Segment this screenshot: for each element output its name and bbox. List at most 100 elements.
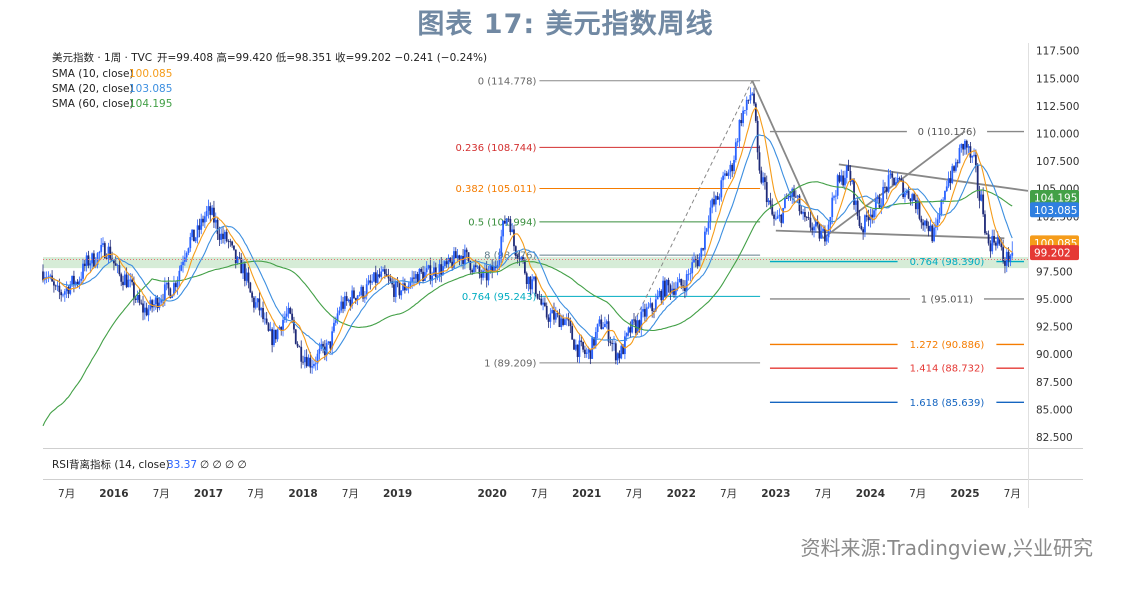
candle-body [838,175,841,182]
candle-body [482,270,484,278]
candle-body [345,296,348,301]
candle-body [503,220,506,224]
candle-body [356,295,359,301]
candle-body [507,218,510,220]
candle-body [584,349,586,354]
candle-body [587,349,590,353]
x-tick-label: 2018 [288,488,317,500]
candle-body [614,343,617,361]
candle-body [107,246,110,259]
candle-body [254,302,257,308]
candle-body [876,197,879,199]
fib-left-label: 0.236 (108.744) [455,143,536,154]
candle-body [536,293,539,299]
candle-body [891,173,894,178]
candle-body [958,147,961,164]
candle-body [722,175,725,181]
candle-body [351,290,354,306]
candle-body [103,243,106,259]
candle-body [716,196,719,200]
candle-body [269,329,272,331]
candle-body [849,170,852,182]
candle-body [896,178,899,183]
candle-body [371,281,374,283]
candle-body [431,275,434,281]
candle-body [243,263,246,281]
candle-body [398,282,401,296]
fib-left-label: 0.382 (105.011) [455,184,536,195]
candle-body [238,257,241,259]
y-tick-label: 90.000 [1036,349,1073,361]
candle-body [160,299,163,303]
candle-body [625,332,628,337]
candle-body [814,222,817,227]
candle-body [474,265,477,267]
candle-body [200,218,203,230]
candle-body [709,207,712,223]
candle-body [276,329,279,340]
legend-sma20-value: 103.085 [129,83,172,95]
candle-body [440,264,443,275]
candle-body [169,288,172,299]
candle-body [793,188,795,197]
candle-body [293,319,295,330]
candle-body [278,326,281,330]
candle-body [223,231,226,239]
candle-body [353,290,355,299]
candle-body [354,298,357,301]
x-tick-label: 7月 [247,488,264,500]
candle-body [85,255,88,267]
candle-body [807,217,810,218]
candle-body [936,219,939,226]
candle-body [858,216,861,226]
candle-body [380,271,383,277]
price-badge-label: 99.202 [1034,248,1071,260]
candle-body [702,248,705,250]
candle-body [73,275,75,286]
candle-body [225,231,228,242]
candle-body [558,313,561,328]
legend-sma10-value: 100.085 [129,68,172,80]
candle-body [607,321,610,342]
candle-body [894,182,897,185]
candle-body [209,206,212,215]
candle-body [136,294,139,300]
candle-body [571,326,574,340]
candle-body [980,194,983,201]
y-tick-label: 87.500 [1036,377,1073,389]
candle-body [265,318,268,324]
candle-body [760,170,763,183]
candle-body [413,277,415,279]
candle-body [336,313,339,321]
legend-sma60-value: 104.195 [129,98,172,110]
candle-body [447,257,450,265]
y-tick-label: 97.500 [1036,266,1073,278]
candle-body [373,272,375,282]
candle-body [538,298,541,300]
candle-body [865,215,868,217]
candle-body [45,277,48,279]
candle-body [560,318,563,328]
candle-body [785,198,788,199]
candle-body [993,235,995,243]
candle-body [649,303,652,307]
candle-body [834,195,837,197]
candle-body [205,210,208,217]
candle-body [76,281,79,285]
candle-body [907,190,910,199]
candle-body [529,276,532,290]
candle-body [416,274,419,284]
candle-body [554,313,557,320]
candle-body [83,263,86,267]
candle-body [502,220,504,237]
candle-body [87,255,90,266]
candle-body [360,286,363,296]
candle-body [976,165,979,191]
candle-body [602,327,604,329]
candle-body [940,200,943,215]
candle-body [387,276,390,279]
candle-body [800,211,803,214]
candle-body [171,295,174,299]
candle-body [593,337,595,346]
x-tick-label: 2017 [194,488,223,500]
